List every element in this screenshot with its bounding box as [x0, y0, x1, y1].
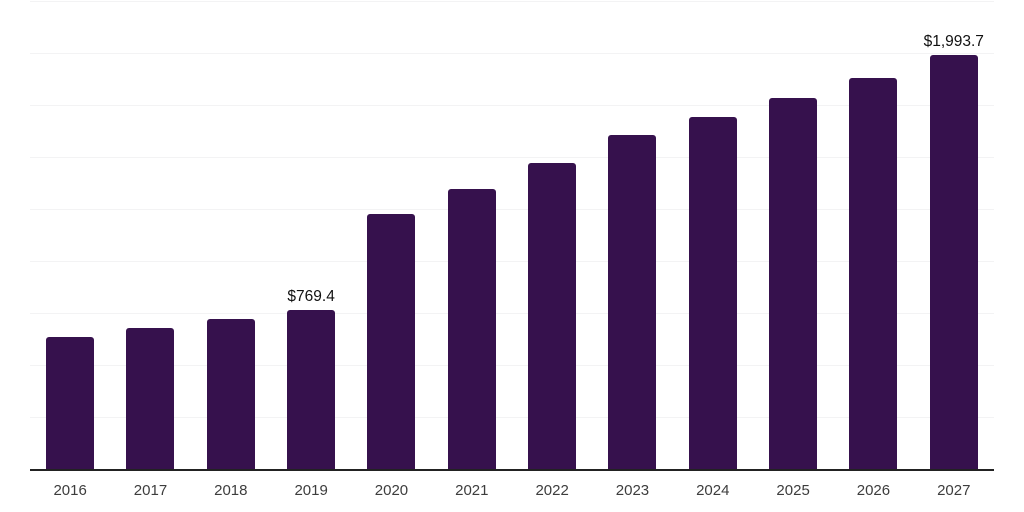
x-tick-label: 2018 [214, 482, 248, 499]
bar-2027: $1,993.7 [924, 33, 984, 470]
x-tick-label: 2027 [937, 482, 971, 499]
bar-value-label: $1,993.7 [923, 33, 984, 51]
bar-2016 [46, 336, 95, 470]
bar-2022 [528, 162, 577, 470]
gridline [30, 313, 994, 315]
bar-2017 [126, 327, 175, 470]
gridline [30, 1, 994, 2]
bar-slot [833, 2, 913, 470]
gridline [30, 261, 994, 262]
gridline [30, 105, 994, 106]
bar-slot [351, 2, 431, 470]
x-axis-labels: 2016 2017 2018 2019 2020 2021 2022 2023 2024 2025… [30, 482, 994, 500]
bar-2023 [608, 134, 657, 470]
gridlines [30, 1, 994, 470]
bar-slot [110, 2, 190, 470]
bar-2019: $769.4 [287, 288, 336, 470]
gridline [30, 417, 994, 418]
bar-slot [432, 2, 512, 470]
bar-2025 [769, 97, 818, 470]
bar-slot: $769.4 [271, 2, 351, 470]
x-axis-line [30, 469, 994, 471]
gridline [30, 365, 994, 366]
bar-slot [191, 2, 271, 470]
bar-slot [753, 2, 833, 470]
x-tick-label: 2019 [294, 482, 328, 499]
x-tick-label: 2022 [535, 482, 569, 499]
bar-2021 [447, 188, 496, 470]
bar-slot [673, 2, 753, 470]
plot-area: $769.4 $1,993.7 [30, 1, 994, 471]
bar-2026 [849, 78, 898, 470]
bar-2018 [206, 319, 255, 470]
bar-2024 [688, 116, 737, 470]
x-tick-label: 2026 [856, 482, 891, 499]
bar-slot [512, 2, 592, 470]
gridline [30, 157, 994, 159]
x-tick-label: 2016 [53, 482, 87, 499]
x-tick-label: 2024 [696, 482, 730, 499]
bar-slot [30, 2, 110, 470]
x-tick-label: 2021 [455, 482, 489, 499]
bar-slot [592, 2, 672, 470]
gridline [30, 209, 994, 210]
bar-2020 [367, 214, 416, 470]
bar-value-label: $769.4 [287, 287, 335, 305]
x-tick-label: 2017 [133, 482, 168, 499]
x-tick-label: 2025 [776, 482, 810, 499]
x-tick-label: 2023 [615, 482, 650, 499]
bars-row: $769.4 $1,993.7 [30, 2, 994, 470]
bar-slot: $1,993.7 [914, 2, 994, 470]
gridline [30, 53, 994, 54]
x-tick-label: 2020 [374, 482, 409, 499]
